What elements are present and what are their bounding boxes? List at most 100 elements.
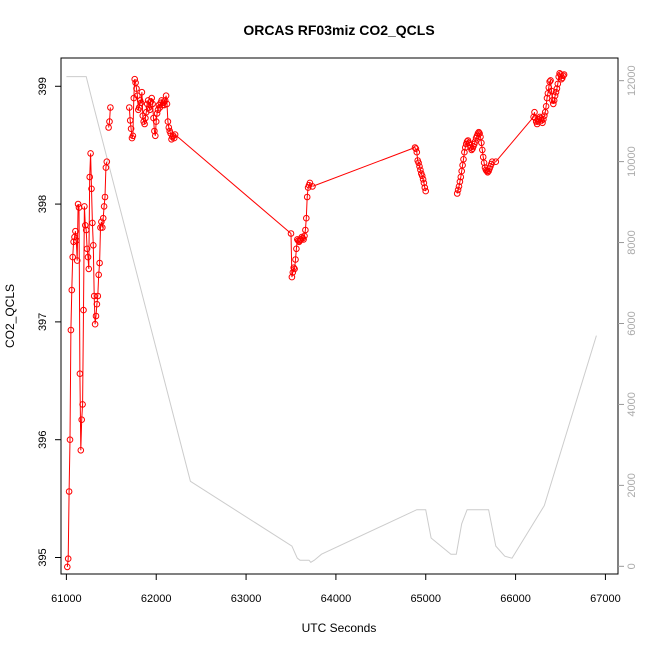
- data-point: [99, 214, 107, 222]
- red-series-line: [174, 134, 292, 234]
- data-point: [422, 187, 430, 195]
- data-point: [548, 87, 555, 95]
- data-point: [134, 92, 141, 99]
- data-point: [138, 88, 146, 96]
- data-point: [94, 292, 102, 300]
- y-tick-label: 395: [37, 548, 49, 566]
- data-point: [453, 190, 461, 197]
- data-point: [165, 124, 173, 131]
- data-point: [476, 130, 483, 137]
- y-tick-label: 396: [37, 431, 49, 449]
- data-point: [126, 117, 134, 124]
- y-axis-left: 395 396 397 398 399: [37, 77, 61, 567]
- x-axis-title: UTC Seconds: [302, 621, 377, 635]
- data-point: [560, 71, 568, 78]
- x-tick-label: 66000: [500, 593, 531, 605]
- data-point: [80, 306, 87, 314]
- data-point: [73, 257, 81, 264]
- data-point: [479, 146, 486, 154]
- data-point: [92, 312, 100, 320]
- data-point: [488, 158, 496, 165]
- data-point: [300, 236, 307, 243]
- data-point: [546, 78, 554, 85]
- gray-series: [66, 76, 597, 563]
- y2-tick-label: 4000: [626, 392, 638, 416]
- red-series-line: [312, 147, 416, 187]
- data-point: [542, 103, 550, 110]
- data-point: [87, 150, 94, 157]
- data-point: [83, 245, 91, 253]
- data-point: [417, 166, 424, 174]
- data-point: [131, 75, 138, 83]
- data-point: [539, 119, 546, 127]
- data-point: [74, 200, 82, 208]
- data-point: [461, 148, 468, 156]
- data-point: [69, 253, 76, 261]
- chart-title: ORCAS RF03miz CO2_QCLS: [243, 22, 434, 38]
- data-point: [558, 75, 565, 83]
- plot-area-border: [60, 57, 619, 575]
- data-point: [126, 104, 133, 111]
- data-point: [76, 370, 84, 378]
- data-point: [101, 193, 109, 201]
- data-point: [303, 193, 311, 201]
- data-point: [302, 226, 309, 234]
- y2-tick-label: 10000: [626, 146, 638, 177]
- data-point: [478, 139, 485, 147]
- data-point: [84, 253, 92, 261]
- data-point: [67, 326, 75, 334]
- data-point: [72, 227, 79, 235]
- data-point: [554, 80, 562, 88]
- red-series-line: [495, 116, 534, 163]
- x-tick-label: 62000: [141, 593, 172, 605]
- data-point: [309, 183, 316, 190]
- data-point: [66, 436, 74, 444]
- data-point: [107, 104, 114, 111]
- red-series: [64, 70, 568, 571]
- data-point: [79, 401, 86, 408]
- data-point: [492, 158, 500, 165]
- data-point: [64, 555, 72, 563]
- data-point: [133, 85, 140, 92]
- data-point: [412, 145, 420, 152]
- data-point: [89, 219, 96, 227]
- data-point: [162, 92, 170, 99]
- data-point: [82, 226, 90, 234]
- y2-tick-label: 8000: [626, 230, 638, 254]
- data-point: [77, 447, 85, 454]
- data-point: [547, 77, 554, 84]
- data-point: [550, 97, 558, 104]
- data-point: [149, 100, 156, 108]
- data-point: [540, 116, 547, 123]
- x-tick-label: 63000: [231, 593, 262, 605]
- x-tick-label: 64000: [321, 593, 352, 605]
- data-point: [152, 118, 160, 125]
- data-point: [549, 97, 556, 104]
- data-point: [420, 179, 428, 187]
- data-point: [471, 138, 479, 145]
- gray-series-line: [66, 76, 597, 563]
- y-axis-title: CO2_QCLS: [3, 284, 17, 348]
- red-series-line: [108, 107, 111, 128]
- data-point: [170, 134, 178, 142]
- y-axis-right: 0 2000 4000 6000 8000 10000 12000: [618, 65, 638, 569]
- data-point: [418, 172, 426, 180]
- data-point: [99, 224, 106, 231]
- y2-tick-label: 12000: [626, 65, 638, 96]
- data-point: [303, 214, 310, 222]
- data-point: [413, 148, 421, 156]
- data-point: [100, 203, 108, 210]
- red-series-line: [414, 147, 427, 192]
- y2-tick-label: 2000: [626, 473, 638, 497]
- data-point: [106, 118, 113, 125]
- data-point: [151, 127, 158, 135]
- y-tick-label: 399: [37, 77, 49, 95]
- data-point: [415, 159, 422, 167]
- data-point: [290, 264, 298, 272]
- data-point: [468, 146, 475, 154]
- data-point: [64, 563, 71, 571]
- data-point: [293, 245, 300, 253]
- data-point: [90, 292, 98, 300]
